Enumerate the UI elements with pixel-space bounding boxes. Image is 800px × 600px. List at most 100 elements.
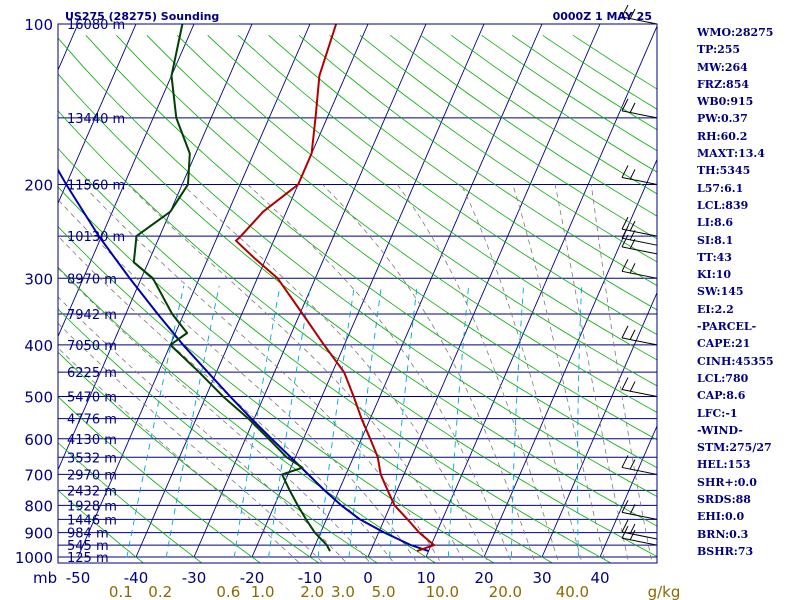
moist-adiabat-line <box>58 347 301 563</box>
wind-barb <box>621 377 658 398</box>
temperature-tick-label: -40 <box>124 569 149 587</box>
moist-adiabat-line <box>590 184 653 563</box>
moist-adiabat-line <box>58 322 324 563</box>
isotherm-line <box>58 24 137 205</box>
dry-adiabat-line <box>58 266 437 563</box>
parameter-row: LI:8.6 <box>697 216 734 230</box>
wind-barb <box>621 519 658 540</box>
wind-barb <box>621 234 658 255</box>
wind-barb <box>621 4 658 25</box>
dry-adiabat-line <box>58 308 378 563</box>
mixing-ratio-line <box>510 285 524 563</box>
height-level-label: 10130 m <box>67 230 125 245</box>
parameter-row: L57:6.1 <box>697 181 744 195</box>
isotherm-line <box>77 24 311 558</box>
parcel-trace-line <box>58 167 429 553</box>
height-level-label: 7942 m <box>67 308 117 323</box>
dry-adiabat-line <box>116 35 657 441</box>
parameter-row: CAPE:21 <box>697 337 751 351</box>
height-level-label: 13440 m <box>67 112 125 127</box>
isotherm-line <box>309 24 543 558</box>
height-level-label: 5470 m <box>67 391 117 406</box>
mixing-ratio-label: 0.1 <box>109 583 133 600</box>
dry-adiabat-line <box>85 35 657 469</box>
moist-adiabat-line <box>182 184 489 563</box>
parameter-row: WMO:28275 <box>697 26 774 39</box>
pressure-tick-label: 800 <box>24 497 53 515</box>
parameter-row: SW:145 <box>697 285 744 299</box>
mixing-ratio-label: 1.0 <box>251 583 275 600</box>
mixing-ratio-label: 0.2 <box>148 583 172 600</box>
mixing-ratio-label: 10.0 <box>426 583 459 600</box>
sounding-title: US275 (28275) Sounding <box>65 10 219 23</box>
parameter-row: STM:275/27 <box>697 441 772 455</box>
dry-adiabat-line <box>58 37 657 497</box>
pressure-tick-label: 1000 <box>15 549 53 567</box>
parameter-row: SRDS:88 <box>697 493 751 507</box>
temperature-tick-label: -20 <box>240 569 265 587</box>
dry-adiabat-line <box>58 396 261 563</box>
parameter-row: FRZ:854 <box>697 77 750 91</box>
isotherm-line <box>193 24 427 558</box>
mixing-ratio-unit-label: g/kg <box>648 583 681 600</box>
isotherm-line <box>367 24 601 558</box>
parameter-row: EI:2.2 <box>697 302 734 316</box>
height-level-label: 1928 m <box>67 499 117 514</box>
dry-adiabat-line <box>58 186 554 563</box>
parameter-row: -PARCEL- <box>697 320 757 334</box>
moist-adiabat-line <box>512 184 606 563</box>
isotherm-line <box>0 24 20 557</box>
mixing-ratio-label: 3.0 <box>331 583 355 600</box>
parameter-row: MW:264 <box>697 60 748 74</box>
height-level-label: 11560 m <box>67 178 125 193</box>
parameter-row: LCL:780 <box>697 371 749 385</box>
isotherm-line <box>483 158 657 558</box>
mixing-ratio-label: 2.0 <box>300 583 324 600</box>
height-level-label: 125 m <box>67 551 109 566</box>
isotherm-line <box>599 424 657 558</box>
moist-adiabat-line <box>554 184 630 563</box>
temperature-tick-label: -30 <box>182 569 207 587</box>
wind-barb <box>621 500 658 520</box>
height-level-label: 4776 m <box>67 413 117 428</box>
parameter-row: MAXT:13.4 <box>697 147 765 161</box>
pressure-tick-label: 600 <box>24 431 53 449</box>
pressure-tick-label: 300 <box>24 270 53 288</box>
dry-adiabat-line <box>146 35 657 413</box>
temperature-tick-label: 30 <box>532 569 551 587</box>
pressure-tick-label: 700 <box>24 466 53 484</box>
mixing-ratio-label: 5.0 <box>372 583 396 600</box>
dry-adiabat-line <box>176 35 657 387</box>
mixing-ratio-line <box>347 285 382 563</box>
height-level-label: 3532 m <box>67 451 117 466</box>
mixing-ratio-line <box>164 285 220 563</box>
parameter-row: BRN:0.3 <box>697 527 749 541</box>
isotherm-line <box>425 25 657 558</box>
temperature-tick-label: 0 <box>363 569 373 587</box>
moist-adiabat-line <box>247 184 513 563</box>
parameter-row: KI:10 <box>697 268 732 282</box>
moist-adiabat-line <box>460 184 583 563</box>
wind-barb <box>621 325 658 346</box>
dry-adiabat-line <box>58 226 495 563</box>
mixing-ratio-label: 20.0 <box>489 583 522 600</box>
parameter-row: HEL:153 <box>697 458 751 472</box>
pressure-tick-label: 400 <box>24 337 53 355</box>
temperature-tick-label: -10 <box>298 569 323 587</box>
parameter-row: RH:60.2 <box>697 129 748 143</box>
pressure-tick-label: 900 <box>24 525 53 543</box>
parameter-row: TP:255 <box>697 43 741 57</box>
dry-adiabat-line <box>237 35 657 336</box>
temperature-tick-label: -50 <box>66 569 91 587</box>
parameter-row: CAP:8.6 <box>697 389 746 403</box>
moist-adiabat-line <box>82 184 442 563</box>
wind-barb <box>621 216 658 237</box>
height-level-label: 7050 m <box>67 339 117 354</box>
dry-adiabat-line <box>58 442 203 563</box>
height-level-label: 2432 m <box>67 484 117 499</box>
dry-adiabat-line <box>58 110 657 557</box>
temperature-tick-label: 10 <box>416 569 435 587</box>
mixing-ratio-line <box>317 285 355 563</box>
